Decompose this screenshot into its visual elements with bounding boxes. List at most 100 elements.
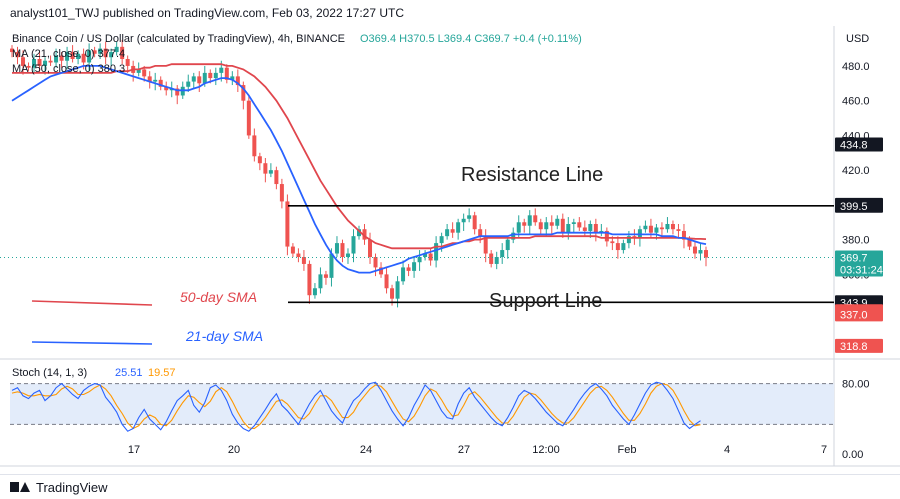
candle-body: [109, 52, 114, 58]
candle-body: [54, 55, 59, 63]
candle-body: [566, 224, 571, 233]
resistance-line-label: Resistance Line: [461, 164, 603, 186]
candle-body: [511, 232, 516, 240]
candle-body: [478, 229, 483, 237]
candle-body: [362, 229, 367, 240]
candle-body: [698, 250, 703, 254]
candle-body: [450, 229, 455, 233]
chart-canvas[interactable]: 480.0460.0440.0420.0400.0380.0360.0340.0…: [0, 26, 900, 474]
candle-body: [147, 76, 152, 82]
candle-body: [615, 243, 620, 251]
tradingview-logo-icon[interactable]: [10, 480, 30, 494]
price-badge: [835, 338, 883, 353]
candle-body: [246, 100, 251, 136]
candle-body: [279, 184, 284, 202]
candle-body: [604, 230, 609, 242]
ma50-line: [12, 63, 707, 250]
price-badge-label: 399.5: [840, 201, 868, 213]
candle-body: [92, 50, 97, 54]
candle-body: [268, 170, 273, 174]
candle-body: [142, 69, 147, 77]
candle-body: [213, 72, 218, 79]
candle-body: [692, 246, 697, 254]
candle-body: [10, 48, 14, 53]
candle-body: [274, 170, 279, 185]
candle-body: [290, 246, 295, 254]
candle-body: [445, 229, 450, 237]
footer: TradingView: [0, 474, 900, 499]
chart-frame[interactable]: 480.0460.0440.0420.0400.0380.0360.0340.0…: [0, 26, 900, 474]
candle-body: [70, 52, 75, 59]
trend-lines[interactable]: [0, 204, 834, 304]
candle-body: [21, 57, 26, 66]
ma21-legend: MA (21, close, 0) 377.4: [12, 48, 125, 60]
candle-body: [26, 65, 31, 68]
time-axis[interactable]: 17 20 24 27 12:00 Feb 4 7: [128, 444, 827, 456]
candle-body: [307, 263, 312, 296]
ma21-line: [11, 65, 707, 274]
candle-body: [571, 222, 576, 224]
candle-body: [456, 222, 461, 233]
stochastic-panel[interactable]: 80.00 0.00: [10, 379, 870, 461]
candle-body: [59, 55, 64, 61]
candle-body: [538, 222, 543, 230]
candle-body: [285, 201, 290, 247]
price-badge-label: 434.8: [840, 139, 868, 151]
candle-body: [230, 76, 235, 80]
candle-body: [263, 163, 268, 174]
y-tick-label: 420.0: [842, 165, 870, 177]
x-tick-label: 7: [821, 444, 827, 456]
candle-body: [516, 222, 521, 233]
y-tick-label: 460.0: [842, 96, 870, 108]
candle-body: [505, 239, 510, 251]
stoch-k-line: [11, 381, 701, 432]
candle-body: [15, 52, 20, 58]
candle-body: [500, 250, 505, 257]
candle-body: [621, 243, 626, 251]
stoch-legend: Stoch (14, 1, 3): [12, 367, 87, 379]
footer-brand[interactable]: TradingView: [36, 479, 108, 495]
candle-body: [626, 236, 631, 244]
candle-body: [65, 52, 70, 61]
candle-body: [252, 135, 257, 157]
candle-body: [494, 257, 499, 264]
candle-body: [48, 60, 53, 63]
stoch-tick-label: 80.00: [842, 379, 870, 391]
stoch-tick-label: 0.00: [842, 449, 863, 461]
candle-body: [577, 222, 582, 228]
candle-body: [235, 76, 240, 86]
candle-body: [197, 76, 202, 84]
candle-body: [98, 48, 103, 54]
candle-body: [533, 215, 538, 223]
price-badge: [835, 198, 883, 213]
candle-body: [659, 227, 664, 230]
candle-body: [312, 288, 317, 296]
candle-body: [136, 69, 141, 73]
candle-body: [555, 218, 560, 226]
candle-body: [489, 253, 494, 264]
candlesticks: [10, 39, 708, 308]
sma50-legend-swatch: [31, 300, 153, 306]
candle-body: [588, 224, 593, 231]
candle-body: [472, 215, 477, 230]
stoch-d-line: [11, 383, 701, 430]
candle-body: [37, 59, 42, 66]
candle-body: [681, 230, 686, 240]
price-badge: [835, 250, 883, 277]
candle-body: [676, 229, 681, 231]
support-line-label: Support Line: [489, 290, 602, 312]
candle-body: [257, 156, 262, 164]
symbol-legend: Binance Coin / US Dollar (calculated by …: [12, 33, 345, 45]
price-badge-label: 369.7: [840, 253, 868, 265]
candle-body: [434, 243, 439, 261]
candle-body: [549, 222, 554, 226]
candle-body: [351, 236, 356, 254]
candle-body: [323, 274, 328, 278]
candle-body: [340, 243, 345, 257]
candle-body: [461, 218, 466, 223]
candle-body: [224, 67, 229, 80]
currency-label[interactable]: USD: [846, 33, 869, 45]
candle-body: [329, 253, 334, 278]
y-tick-label: 480.0: [842, 61, 870, 73]
candle-body: [76, 53, 81, 59]
